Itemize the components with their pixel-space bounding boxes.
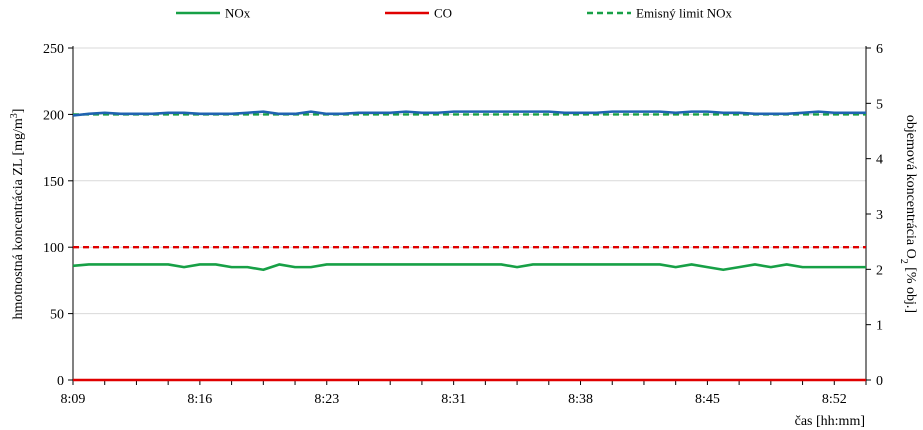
x-tick-label: 8:16 <box>187 392 212 407</box>
series-layer <box>72 110 866 382</box>
axes: 0 50 100 150 200 250 0 1 2 3 4 5 6 8:09 8:16 8:23 8:31 8:… <box>43 42 883 407</box>
y-left-tick-label: 50 <box>50 308 64 323</box>
y-left-tick-label: 250 <box>43 42 64 57</box>
gridlines <box>73 47 866 315</box>
y-right-tick-label: 1 <box>876 319 883 334</box>
y-left-tick-label: 200 <box>43 108 64 123</box>
x-tick-label: 8:45 <box>695 392 720 407</box>
axis-titles: čas [hh:mm] hmotnostná koncentrácia ZL [m… <box>9 109 919 429</box>
legend: NOx CO Emisný limit NOx <box>176 6 733 21</box>
y-left-tick-label: 100 <box>43 241 64 256</box>
y-right-tick-label: 6 <box>876 42 883 57</box>
y-left-tick-label: 150 <box>43 175 64 190</box>
y-right-tick-label: 0 <box>876 374 883 389</box>
x-tick-label: 8:23 <box>314 392 339 407</box>
y-left-axis-title: hmotnostná koncentrácia ZL [mg/m3] <box>9 109 27 320</box>
x-axis-title: čas [hh:mm] <box>795 414 865 429</box>
x-tick-label: 8:31 <box>441 392 466 407</box>
y-right-axis-title: objemová koncentrácia O2 [% obj.] <box>899 115 919 313</box>
y-right-tick-label: 5 <box>876 97 883 112</box>
y-right-tick-label: 4 <box>876 153 883 168</box>
series-o2-line <box>72 110 866 117</box>
legend-label: Emisný limit NOx <box>636 6 733 21</box>
legend-label: NOx <box>225 6 251 21</box>
y-right-tick-label: 3 <box>876 208 883 223</box>
legend-label: CO <box>434 6 452 21</box>
x-tick-label: 8:09 <box>61 392 86 407</box>
y-right-tick-label: 2 <box>876 263 883 278</box>
series-nox-line <box>72 263 866 272</box>
x-tick-label: 8:52 <box>822 392 847 407</box>
y-left-tick-label: 0 <box>57 374 64 389</box>
x-tick-label: 8:38 <box>568 392 593 407</box>
